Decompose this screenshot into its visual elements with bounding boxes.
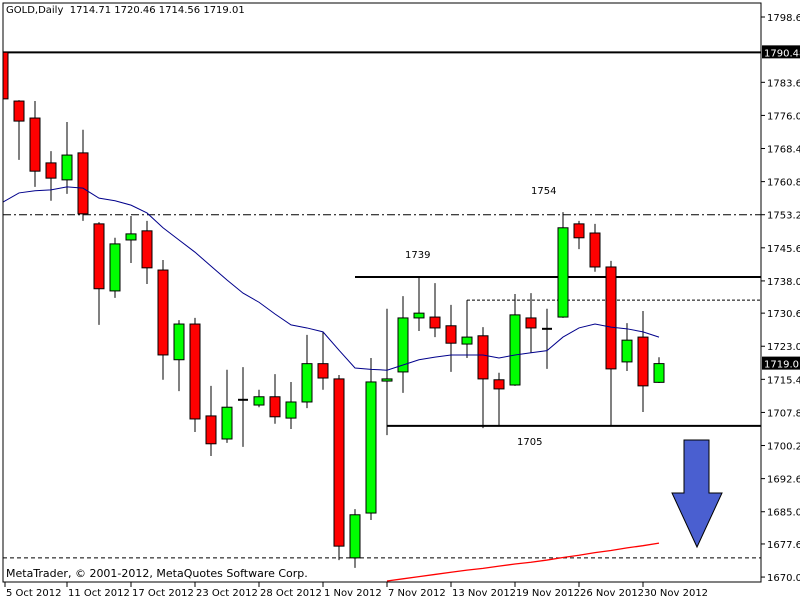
candle-bearish xyxy=(493,379,505,390)
candle-bearish xyxy=(157,269,169,356)
price-tick-label: 1692.60 xyxy=(767,475,800,486)
candle-bearish xyxy=(589,232,601,268)
time-tick-label: 30 Nov 2012 xyxy=(644,588,708,599)
current-price-label: 1719.01 xyxy=(764,360,800,371)
price-tick-label: 1700.20 xyxy=(767,442,800,453)
candle-bearish xyxy=(3,51,9,100)
candle-bearish xyxy=(573,223,585,239)
price-axis: 1798.60 1783.60 1776.00 1768.40 1760.80 1753.… xyxy=(761,13,800,584)
price-tick-label: 1685.00 xyxy=(767,508,800,519)
candle-bullish xyxy=(285,401,297,419)
candle-bearish xyxy=(13,100,25,122)
candle-bullish xyxy=(301,363,313,403)
candle-bullish xyxy=(653,363,665,383)
candle-bearish xyxy=(525,317,537,329)
price-tick-label: 1730.60 xyxy=(767,309,800,320)
label-1739: 1739 xyxy=(405,250,430,261)
price-tick-label: 1768.40 xyxy=(767,145,800,156)
candle-bearish xyxy=(605,266,617,370)
candle-bullish xyxy=(381,378,393,382)
candle-bullish xyxy=(109,243,121,292)
candle-bullish xyxy=(461,336,473,345)
candle-bullish xyxy=(397,317,409,373)
candle-bullish xyxy=(349,514,361,559)
price-tick-label: 1670.00 xyxy=(767,573,800,584)
candle-bearish xyxy=(205,415,217,445)
price-tick-label: 1738.00 xyxy=(767,277,800,288)
candle-bearish xyxy=(477,335,489,380)
time-tick-label: 17 Oct 2012 xyxy=(132,588,194,599)
plot-area xyxy=(3,30,761,582)
price-tick-label: 1783.60 xyxy=(767,78,800,89)
time-axis: 5 Oct 2012 11 Oct 2012 17 Oct 2012 23 Oct 2… xyxy=(4,582,708,599)
candle-bearish xyxy=(189,323,201,420)
down-arrow-icon xyxy=(671,439,723,549)
time-tick-label: 5 Oct 2012 xyxy=(6,588,61,599)
candle-bearish xyxy=(317,363,329,379)
chart-header: GOLD,Daily 1714.71 1720.46 1714.56 1719.… xyxy=(6,5,245,16)
time-tick-label: 23 Oct 2012 xyxy=(196,588,258,599)
chart-frame xyxy=(2,2,762,583)
time-tick-label: 7 Nov 2012 xyxy=(388,588,446,599)
candle-bearish xyxy=(429,316,441,329)
current-price-tag xyxy=(762,45,800,59)
price-tick-label: 1798.60 xyxy=(767,13,800,24)
candle-bullish xyxy=(621,339,633,363)
symbol-period: GOLD,Daily xyxy=(6,5,64,16)
candle-bullish xyxy=(365,381,377,514)
candle-bearish xyxy=(29,117,41,172)
candle-bearish xyxy=(637,336,649,387)
price-tick-label: 1723.00 xyxy=(767,342,800,353)
candle-bullish xyxy=(61,154,73,181)
price-tick-label: 1760.80 xyxy=(767,178,800,189)
time-tick-label: 28 Oct 2012 xyxy=(260,588,322,599)
time-tick-label: 1 Nov 2012 xyxy=(324,588,382,599)
candle-bullish xyxy=(221,406,233,440)
price-tick-label: 1745.60 xyxy=(767,244,800,255)
candle-bullish xyxy=(125,233,137,241)
time-tick-label: 26 Nov 2012 xyxy=(580,588,644,599)
moving-average-slow xyxy=(386,542,660,582)
candle-bearish xyxy=(269,396,281,418)
current-price-tag xyxy=(762,356,800,370)
candle-bearish xyxy=(445,325,457,344)
price-tick-label: 1715.40 xyxy=(767,375,800,386)
time-tick-label: 19 Nov 2012 xyxy=(516,588,580,599)
candle-bearish xyxy=(77,152,89,215)
candle-bearish xyxy=(141,230,153,269)
candle-bullish xyxy=(253,396,265,406)
candle-bullish xyxy=(413,312,425,319)
label-1754: 1754 xyxy=(531,186,556,197)
candle-bullish xyxy=(557,227,569,318)
candle-bearish xyxy=(333,378,345,547)
price-tick-label: 1707.80 xyxy=(767,408,800,419)
candle-bearish xyxy=(45,162,57,179)
price-tick-label: 1677.60 xyxy=(767,540,800,551)
moving-average-fast xyxy=(3,186,660,371)
time-tick-label: 13 Nov 2012 xyxy=(452,588,516,599)
price-tick-label: 1776.00 xyxy=(767,111,800,122)
ohlc-values: 1714.71 1720.46 1714.56 1719.01 xyxy=(69,5,245,16)
current-price-label: 1790.48 xyxy=(764,48,800,59)
candle-bearish xyxy=(93,223,105,290)
candle-bullish xyxy=(173,323,185,361)
price-tick-label: 1753.20 xyxy=(767,211,800,222)
time-tick-label: 11 Oct 2012 xyxy=(68,588,130,599)
copyright-text: MetaTrader, © 2001-2012, MetaQuotes Soft… xyxy=(6,567,308,580)
candle-bullish xyxy=(509,314,521,386)
label-1705: 1705 xyxy=(517,437,542,448)
